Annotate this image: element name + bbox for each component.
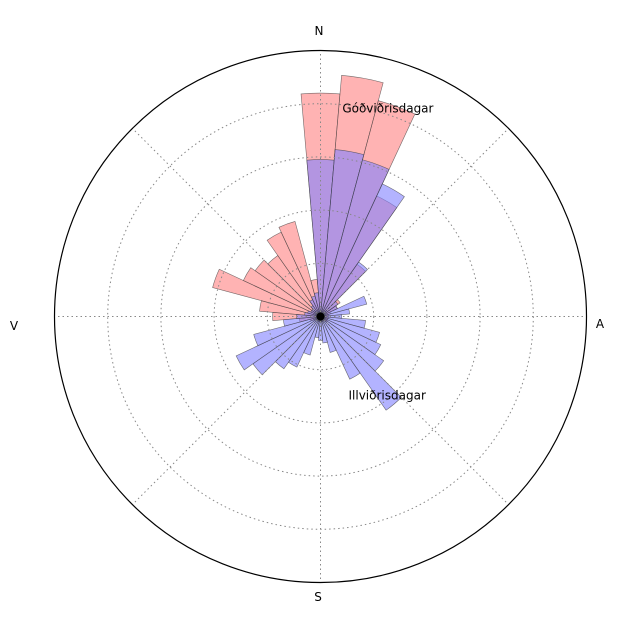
direction-label-east: A xyxy=(596,317,605,331)
bar-2-30 xyxy=(320,183,405,317)
series-label-2: Illviðrisdagar xyxy=(349,389,426,403)
direction-label-west: V xyxy=(10,319,19,333)
grid-spoke-45 xyxy=(320,128,509,317)
bar-2-160 xyxy=(320,316,337,353)
bar-1-310 xyxy=(254,259,321,317)
bar-1-340 xyxy=(278,221,321,317)
series-label-1: Góðviðrisdagar xyxy=(342,102,433,116)
center-hub xyxy=(316,312,325,321)
bar-2-150 xyxy=(320,316,361,380)
grid-spoke-135 xyxy=(320,316,509,505)
bar-2-20 xyxy=(320,159,390,317)
bar-2-250 xyxy=(253,316,321,347)
bar-2-10 xyxy=(320,149,365,317)
series-2-bars xyxy=(235,149,405,411)
direction-label-south: S xyxy=(314,590,322,604)
bar-1-290 xyxy=(212,268,321,317)
grid-spoke-225 xyxy=(132,316,321,505)
direction-label-north: N xyxy=(315,24,324,38)
bar-2-350 xyxy=(313,292,321,317)
bar-2-80 xyxy=(320,308,350,317)
bar-2-170 xyxy=(320,316,328,344)
outer-frame xyxy=(53,49,588,584)
bar-2-260 xyxy=(283,316,321,327)
bar-2-140 xyxy=(320,316,402,411)
grid-spoke-315 xyxy=(132,128,321,317)
grid-ring-1 xyxy=(266,262,375,371)
bar-2-40 xyxy=(320,261,368,317)
bar-2-70 xyxy=(320,295,368,317)
grid-ring-3 xyxy=(160,156,481,477)
bar-1-300 xyxy=(242,267,321,317)
grid-ring-2 xyxy=(213,209,428,424)
bar-2-240 xyxy=(235,316,321,371)
